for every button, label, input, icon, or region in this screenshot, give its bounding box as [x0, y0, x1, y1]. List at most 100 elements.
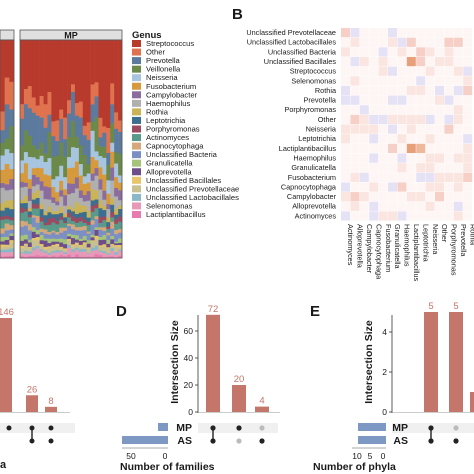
mp-sample-18-seg-14: [90, 234, 95, 238]
mp-sample-10-seg-13: [59, 232, 64, 239]
mp-sample-4-seg-20: [35, 255, 40, 259]
mp-sample-3-seg-1: [31, 97, 36, 114]
mp-sample-15-seg-16: [78, 244, 84, 247]
mp-sample-9-seg-17: [55, 246, 60, 251]
mp-sample-14-seg-9: [74, 214, 80, 219]
legend-label-5: Fusobacterium: [146, 82, 196, 91]
mp-sample-1-seg-19: [23, 253, 29, 258]
heatmap-row-label-7: Prevotella: [304, 96, 337, 105]
mp-sample-25-seg-4: [118, 175, 123, 184]
mp-sample-20-seg-7: [98, 189, 103, 201]
left-sample-0-seg-0: [0, 40, 5, 112]
heatmap-cell-18-7: [406, 201, 416, 211]
mp-sample-4-seg-14: [35, 230, 40, 235]
heatmap-cell-1-6: [397, 37, 407, 47]
heatmap-cell-7-7: [406, 95, 416, 105]
heatmap-row-label-12: Lactiplantibacillus: [279, 144, 337, 153]
mp-sample-16-seg-14: [82, 236, 87, 241]
mp-sample-6-seg-13: [43, 233, 48, 239]
heatmap-row-label-11: Leptotrichia: [298, 134, 337, 143]
mp-sample-7-seg-16: [47, 246, 52, 249]
mp-sample-10-seg-12: [59, 227, 64, 233]
heatmap-cell-13-12: [453, 153, 463, 163]
mp-sample-11-seg-13: [63, 230, 68, 240]
mp-sample-12-seg-19: [67, 247, 72, 256]
heatmap-cell-12-7: [406, 143, 416, 154]
mp-sample-23-seg-19: [110, 250, 115, 257]
panel-d-bar-label-2: 4: [259, 396, 264, 407]
mp-sample-6-seg-7: [43, 199, 48, 212]
heatmap-cell-7-2: [359, 95, 369, 105]
mp-sample-1-seg-7: [23, 186, 29, 197]
heatmap-cell-4-4: [378, 66, 388, 76]
mp-sample-19-seg-7: [94, 175, 99, 191]
heatmap-cell-11-5: [388, 134, 397, 144]
heatmap-cell-6-7: [406, 85, 416, 96]
heatmap-cell-11-2: [359, 134, 369, 144]
heatmap-cell-2-12: [453, 47, 463, 57]
mp-sample-19-seg-13: [94, 219, 99, 228]
mp-sample-22-seg-11: [106, 229, 111, 234]
heatmap-cell-6-12: [453, 85, 463, 96]
mp-sample-25-seg-12: [118, 229, 123, 234]
mp-sample-13-seg-10: [71, 216, 76, 222]
mp-sample-6-seg-1: [43, 104, 48, 129]
panel-d-bar-label-0: 72: [208, 304, 219, 315]
mp-sample-6-seg-9: [43, 215, 48, 223]
heatmap-row-label-19: Actinomyces: [295, 211, 337, 220]
heatmap-cell-14-12: [453, 163, 463, 173]
panel-c-bar-label-2: 8: [48, 396, 53, 407]
mp-sample-18-seg-15: [90, 237, 95, 241]
heatmap-cell-8-8: [416, 105, 426, 115]
mp-sample-12-seg-8: [67, 205, 72, 210]
heatmap-cell-13-13: [463, 153, 473, 163]
heatmap-cell-18-10: [435, 201, 444, 211]
mp-sample-2-seg-10: [27, 215, 33, 218]
heatmap-cell-8-1: [350, 105, 360, 115]
mp-sample-12-seg-10: [67, 212, 72, 218]
mp-sample-10-seg-10: [59, 216, 64, 221]
genus-legend: StreptococcusOtherPrevotellaVeillonellaN…: [132, 39, 239, 219]
heatmap-cell-13-6: [397, 153, 407, 163]
heatmap-cell-14-3: [369, 163, 379, 173]
mp-sample-6-seg-5: [43, 174, 48, 187]
heatmap-cell-2-9: [425, 47, 435, 57]
legend-label-2: Prevotella: [146, 56, 181, 65]
mp-sample-2-seg-20: [27, 256, 33, 259]
mp-sample-5-seg-16: [39, 244, 44, 247]
left-sample-0-seg-5: [0, 169, 5, 184]
left-sample-0-seg-1: [0, 111, 5, 131]
mp-sample-3-seg-9: [31, 199, 36, 205]
mp-sample-22-seg-3: [106, 164, 111, 181]
mp-sample-10-seg-16: [59, 246, 64, 249]
left-sample-2-seg-8: [9, 200, 15, 210]
mp-sample-16-seg-3: [82, 154, 87, 177]
mp-sample-19-seg-6: [94, 168, 99, 177]
mp-sample-23-seg-18: [110, 248, 115, 252]
heatmap-cell-1-3: [369, 37, 379, 47]
mp-sample-2-seg-18: [27, 251, 33, 255]
heatmap-cell-6-11: [444, 85, 454, 96]
mp-sample-6-seg-17: [43, 249, 48, 252]
mp-sample-9-seg-4: [55, 176, 60, 193]
mp-sample-2-seg-12: [27, 224, 33, 231]
heatmap-cell-5-10: [435, 76, 444, 86]
mp-sample-25-seg-13: [118, 232, 123, 239]
mp-sample-11-seg-4: [63, 177, 68, 190]
heatmap-cell-9-2: [359, 114, 369, 125]
mp-sample-12-seg-11: [67, 217, 72, 225]
mp-sample-23-seg-11: [110, 217, 115, 223]
mp-sample-1-seg-8: [23, 195, 29, 204]
mp-sample-5-seg-12: [39, 228, 44, 233]
legend-label-11: Actinomyces: [146, 133, 189, 142]
mp-sample-19-seg-10: [94, 204, 99, 209]
mp-sample-0-seg-7: [20, 187, 25, 201]
legend-swatch-6: [132, 91, 141, 99]
legend-swatch-10: [132, 125, 141, 133]
heatmap-cell-5-11: [444, 76, 454, 86]
left-sample-2-seg-19: [9, 252, 15, 257]
mp-sample-19-seg-14: [94, 227, 99, 231]
mp-sample-0-seg-17: [20, 248, 25, 253]
mp-sample-7-seg-7: [47, 199, 52, 208]
